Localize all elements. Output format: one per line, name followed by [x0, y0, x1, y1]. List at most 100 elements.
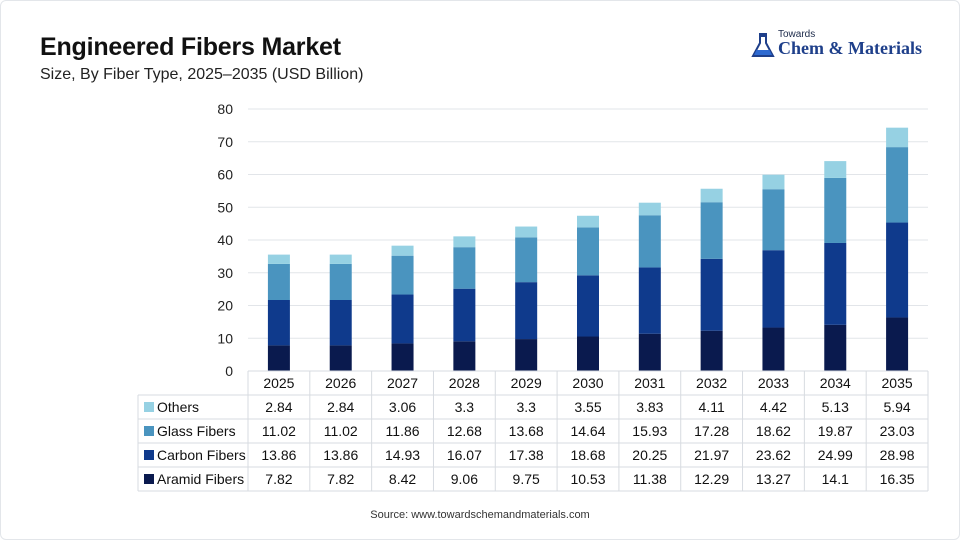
- bar-segment: [824, 324, 847, 371]
- data-label: 11.02: [324, 423, 358, 439]
- legend-label: Aramid Fibers: [157, 471, 244, 487]
- data-label: 3.06: [389, 399, 416, 415]
- y-tick-label: 30: [217, 265, 233, 281]
- bar-segment: [824, 242, 847, 325]
- data-label: 23.62: [756, 447, 791, 463]
- y-tick-label: 80: [217, 101, 233, 117]
- bar-segment: [453, 247, 476, 289]
- bar-segment: [638, 215, 661, 268]
- chart-title: Engineered Fibers Market: [40, 33, 341, 61]
- data-label: 11.86: [386, 423, 420, 439]
- bar-segment: [700, 330, 723, 371]
- data-label: 14.93: [385, 447, 420, 463]
- data-label: 9.75: [513, 471, 540, 487]
- data-label: 9.06: [451, 471, 478, 487]
- legend-swatch: [144, 402, 154, 412]
- bar-segment: [267, 254, 290, 264]
- data-label: 3.83: [636, 399, 663, 415]
- data-label: 23.03: [880, 423, 915, 439]
- bar-segment: [886, 127, 909, 148]
- data-label: 20.25: [632, 447, 667, 463]
- data-label: 15.93: [632, 423, 667, 439]
- bar-segment: [453, 288, 476, 342]
- data-label: 13.68: [509, 423, 544, 439]
- bar-segment: [700, 258, 723, 331]
- data-label: 12.68: [447, 423, 482, 439]
- bar-segment: [391, 343, 414, 371]
- y-tick-label: 70: [217, 134, 233, 150]
- x-tick-label: 2027: [387, 375, 418, 391]
- legend-swatch: [144, 426, 154, 436]
- data-label: 14.1: [822, 471, 849, 487]
- brand-logo: Towards Chem & Materials: [750, 27, 935, 63]
- bar-segment: [762, 250, 785, 328]
- data-label: 17.38: [509, 447, 544, 463]
- x-tick-label: 2025: [263, 375, 294, 391]
- y-tick-label: 50: [217, 199, 233, 215]
- data-label: 13.27: [756, 471, 791, 487]
- data-label: 3.55: [574, 399, 601, 415]
- bar-segment: [267, 345, 290, 371]
- x-tick-label: 2028: [449, 375, 480, 391]
- y-tick-label: 40: [217, 232, 233, 248]
- bar-segment: [515, 339, 538, 371]
- bar-segment: [824, 177, 847, 243]
- chart-subtitle: Size, By Fiber Type, 2025–2035 (USD Bill…: [40, 66, 364, 83]
- x-tick-label: 2034: [820, 375, 851, 391]
- bar-segment: [886, 317, 909, 371]
- bar-segment: [762, 189, 785, 251]
- bar-segment: [638, 202, 661, 216]
- data-label: 11.02: [262, 423, 296, 439]
- data-label: 14.64: [570, 423, 605, 439]
- data-label: 4.42: [760, 399, 787, 415]
- bar-segment: [700, 188, 723, 203]
- data-label: 2.84: [265, 399, 292, 415]
- bar-segment: [391, 294, 414, 344]
- bar-segment: [267, 263, 290, 300]
- data-label: 11.38: [633, 471, 667, 487]
- y-tick-label: 10: [217, 330, 233, 346]
- y-tick-label: 20: [217, 298, 233, 314]
- x-tick-label: 2029: [511, 375, 542, 391]
- source-note: Source: www.towardschemandmaterials.com: [370, 509, 590, 521]
- data-label: 16.07: [447, 447, 482, 463]
- legend-label: Carbon Fibers: [157, 447, 246, 463]
- x-tick-label: 2026: [325, 375, 356, 391]
- x-tick-label: 2035: [882, 375, 913, 391]
- data-label: 7.82: [265, 471, 292, 487]
- data-label: 13.86: [261, 447, 296, 463]
- legend-swatch: [144, 450, 154, 460]
- data-label: 18.68: [570, 447, 605, 463]
- bar-segment: [453, 341, 476, 371]
- data-label: 8.42: [389, 471, 416, 487]
- y-tick-label: 60: [217, 167, 233, 183]
- bar-segment: [762, 327, 785, 371]
- bar-segment: [638, 267, 661, 334]
- data-label: 2.84: [327, 399, 354, 415]
- bar-segment: [391, 255, 414, 295]
- data-label: 17.28: [694, 423, 729, 439]
- bar-segment: [700, 202, 723, 259]
- bar-segment: [824, 161, 847, 178]
- bar-segment: [391, 245, 414, 256]
- x-tick-label: 2030: [572, 375, 603, 391]
- legend-label: Others: [157, 399, 199, 415]
- data-label: 5.94: [883, 399, 910, 415]
- x-tick-label: 2031: [634, 375, 665, 391]
- x-tick-label: 2033: [758, 375, 789, 391]
- legend-swatch: [144, 474, 154, 484]
- data-label: 12.29: [694, 471, 729, 487]
- data-label: 21.97: [694, 447, 729, 463]
- data-label: 19.87: [818, 423, 853, 439]
- data-label: 24.99: [818, 447, 853, 463]
- data-label: 3.3: [455, 399, 475, 415]
- legend-label: Glass Fibers: [157, 423, 236, 439]
- bar-segment: [267, 299, 290, 346]
- bar-segment: [638, 333, 661, 371]
- bar-segment: [762, 174, 785, 190]
- data-label: 10.53: [570, 471, 605, 487]
- bar-segment: [329, 263, 352, 300]
- bar-segment: [886, 222, 909, 318]
- bar-segment: [886, 147, 909, 223]
